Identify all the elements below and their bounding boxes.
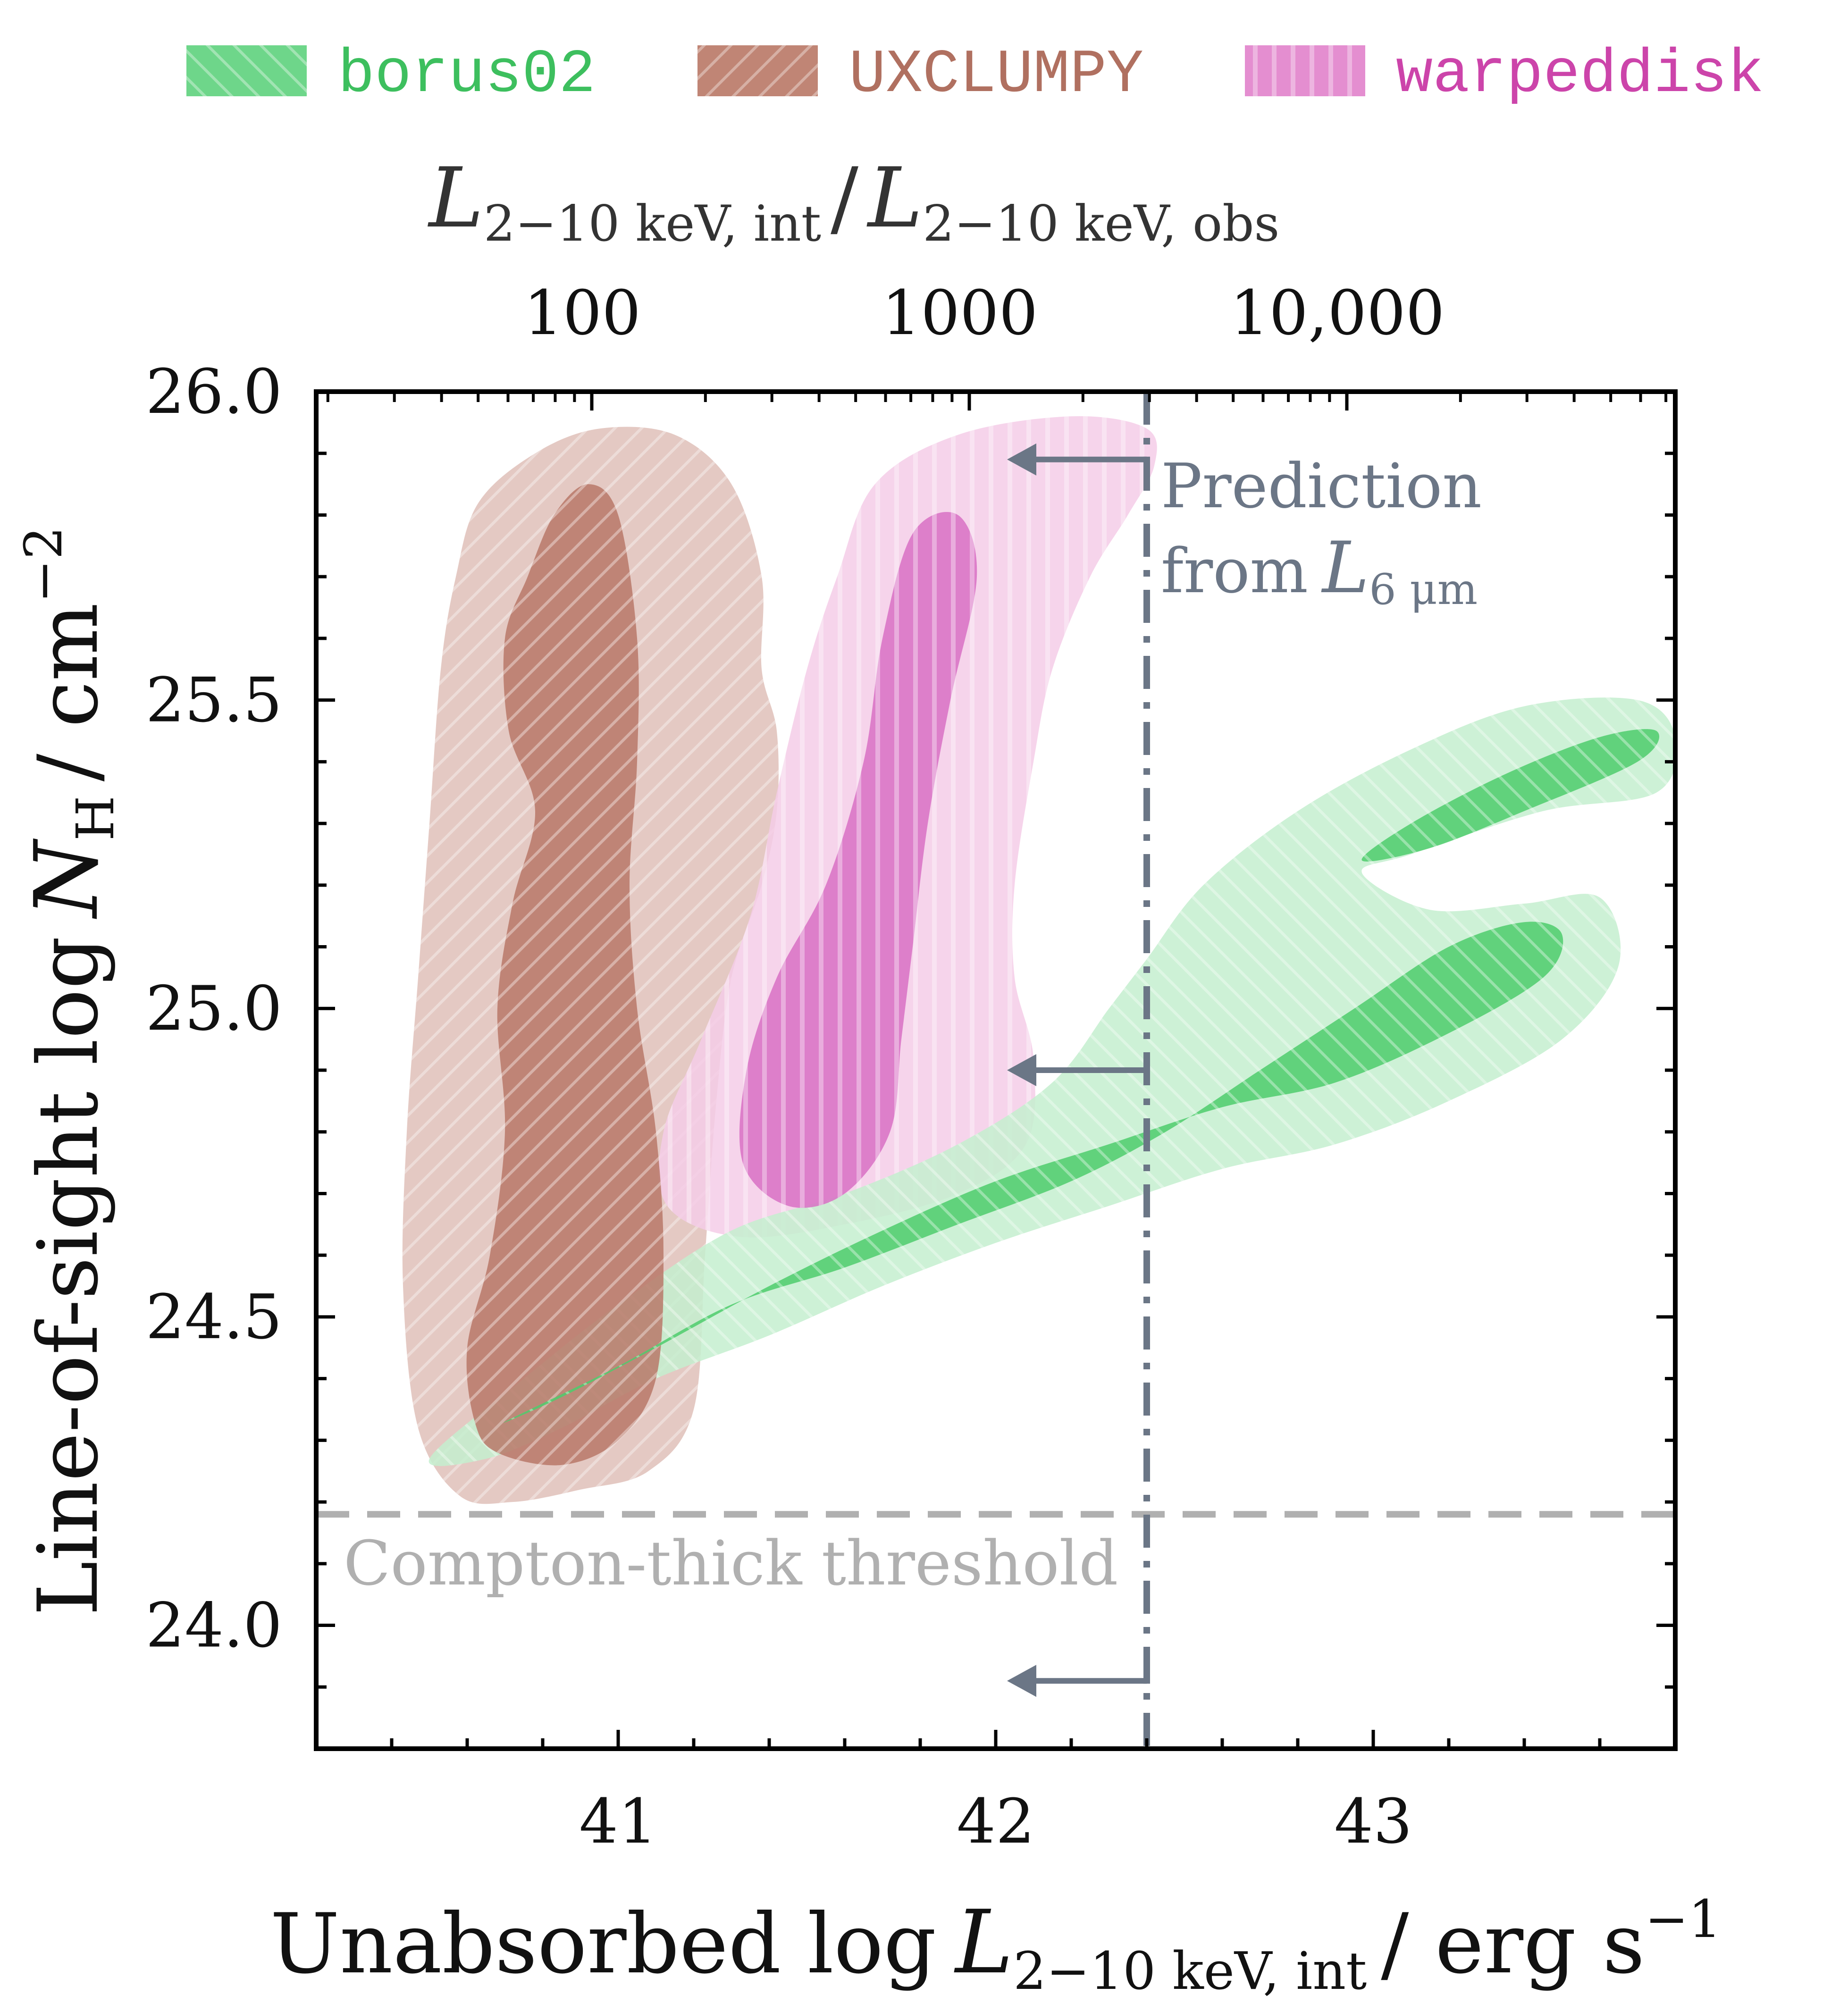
x-axis-label-sub: 2−10 keV, int (1013, 1941, 1367, 2001)
upper-limit-arrowhead (1007, 443, 1036, 476)
contour-outer-hatch-borus02 (428, 697, 1675, 1466)
y-axis-label-sup: −2 (13, 527, 74, 603)
contour-inner-hatch-uxclumpy (466, 484, 664, 1466)
x-axis-label-sup: −1 (1645, 1889, 1722, 1949)
y-axis-label-var: N (16, 838, 118, 919)
top-axis-label-var2: L (866, 151, 923, 246)
top-tick-label: 10,000 (1230, 277, 1445, 349)
top-axis-label: L2−10 keV, int / L2−10 keV, obs (428, 151, 1280, 252)
reference-lines (316, 392, 1675, 1749)
legend-label-uxclumpy: UXCLUMPY (849, 41, 1143, 110)
prediction-label-line2: from L6 μm (1161, 527, 1478, 614)
top-axis-label-sep: / (831, 151, 858, 246)
legend: borus02 UXCLUMPY warpeddisk (186, 41, 1764, 110)
prediction-label-sub: 6 μm (1369, 565, 1478, 614)
top-axis-label-var1: L (428, 151, 484, 246)
contour-inner-borus02 (1361, 729, 1660, 862)
top-tick-labels: 100 1000 10,000 (524, 277, 1445, 349)
legend-label-warpeddisk: warpeddisk (1396, 41, 1764, 110)
top-axis-label-sub2: 2−10 keV, obs (923, 195, 1279, 252)
top-tick-label: 1000 (882, 277, 1038, 349)
contour-inner-warpeddisk (739, 511, 977, 1208)
contour-outer-borus02 (428, 697, 1675, 1466)
contour-inner-hatch-borus02 (504, 922, 1563, 1423)
y-axis-label-main: Line-of-sight log (21, 936, 117, 1616)
x-tick-label: 42 (957, 1786, 1034, 1857)
x-tick-label: 43 (1334, 1786, 1412, 1857)
contour-inner-borus02 (504, 922, 1563, 1423)
upper-limit-arrowhead (1007, 1054, 1036, 1086)
upper-limit-arrowhead (1007, 1665, 1036, 1697)
legend-item-borus02: borus02 (186, 41, 596, 110)
contour-inner-uxclumpy (466, 484, 664, 1466)
top-tick-label: 100 (524, 277, 641, 349)
legend-item-warpeddisk: warpeddisk (1245, 41, 1764, 110)
y-axis-label: Line-of-sight log NH / cm−2 (13, 527, 126, 1616)
y-tick-label: 24.0 (146, 1590, 282, 1661)
y-tick-label: 26.0 (146, 356, 282, 428)
x-axis-label: Unabsorbed log L2−10 keV, int / erg s−1 (270, 1889, 1721, 2001)
x-axis-label-var: L (954, 1891, 1013, 1993)
y-tick-label: 25.0 (146, 972, 282, 1044)
y-tick-label: 25.5 (146, 664, 282, 736)
y-axis-label-sub: H (65, 796, 126, 841)
axis-ticks (314, 390, 1677, 1751)
contour-regions (402, 416, 1675, 1504)
x-tick-label: 41 (579, 1786, 657, 1857)
legend-label-borus02: borus02 (338, 41, 596, 110)
x-axis-label-main: Unabsorbed log (270, 1896, 936, 1992)
axis-tick-labels: 41 42 43 24.0 24.5 25.0 25.5 26.0 (146, 356, 1412, 1857)
x-axis-label-unit: / erg s (1381, 1896, 1645, 1992)
prediction-label-from: from (1161, 535, 1308, 607)
y-axis-label-unit: / cm (21, 603, 117, 782)
compton-thick-label: Compton-thick threshold (344, 1527, 1118, 1599)
contour-inner-hatch-borus02 (1361, 729, 1660, 862)
top-axis-label-sub1: 2−10 keV, int (484, 195, 821, 252)
prediction-label-line1: Prediction (1161, 450, 1482, 522)
y-tick-label: 24.5 (146, 1281, 282, 1353)
legend-item-uxclumpy: UXCLUMPY (697, 41, 1143, 110)
prediction-label-var: L (1321, 527, 1369, 609)
contour-inner-hatch-warpeddisk (739, 511, 977, 1208)
